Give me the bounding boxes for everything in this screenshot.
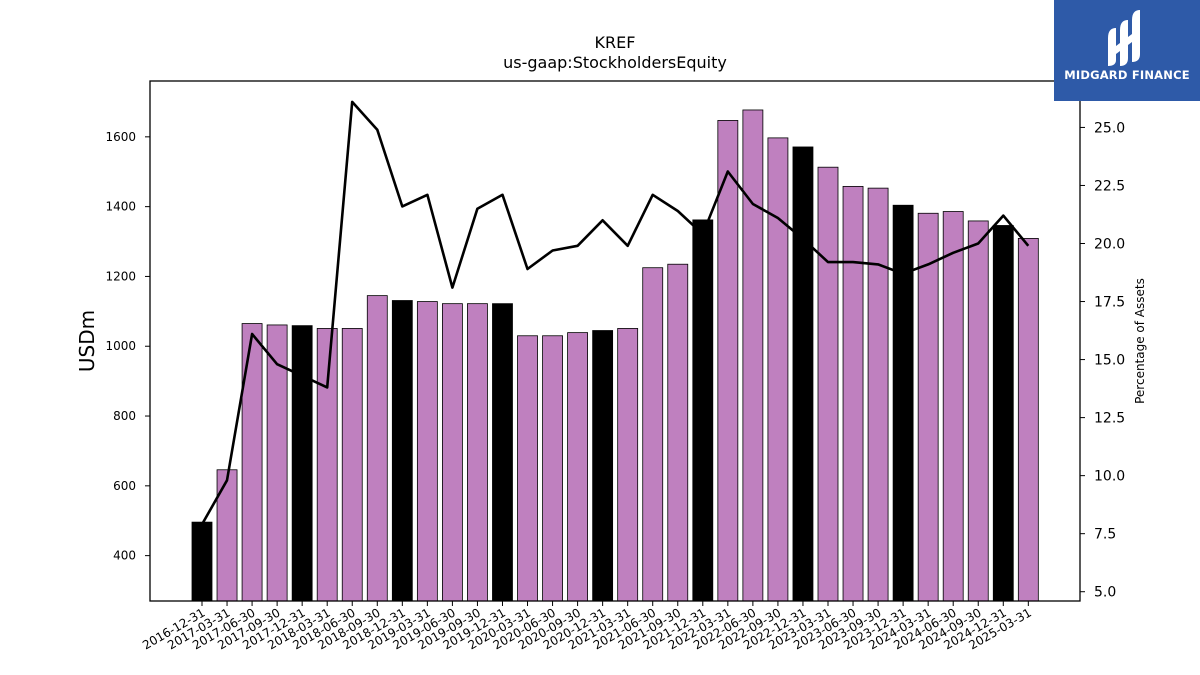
y-axis-left: 400 600 800 1000 1200 1400 1600 — [105, 130, 150, 563]
bar-2024-03-31 — [917, 212, 939, 602]
bar-2020-06-30 — [542, 335, 563, 602]
line-series — [200, 100, 1030, 526]
bar-2018-12-31 — [391, 300, 413, 602]
midgard-logo-icon — [1108, 10, 1140, 66]
bar-2018-03-31 — [316, 328, 338, 602]
bar-2021-03-31 — [617, 328, 639, 602]
y-tick-label-1400: 1400 — [105, 200, 136, 214]
bar-2019-12-31 — [492, 303, 513, 602]
y-axis-left-label: USDm — [75, 310, 99, 372]
y-axis-right-label: Percentage of Assets — [1133, 278, 1147, 404]
y-tick-label-400: 400 — [113, 549, 136, 563]
bar-2020-09-30 — [567, 332, 588, 602]
bar-2024-12-31 — [992, 225, 1014, 602]
bar-2023-06-30 — [842, 185, 864, 602]
bar-2021-12-31 — [692, 219, 714, 602]
chart-subtitle: us-gaap:StockholdersEquity — [503, 53, 727, 72]
bar-2017-06-30 — [241, 323, 263, 602]
bar-2025-03-31 — [1017, 237, 1039, 602]
y-right-tick-label-5.0: 5.0 — [1094, 585, 1116, 601]
bar-series — [191, 109, 1039, 602]
y-tick-label-1000: 1000 — [105, 339, 136, 353]
chart-title: KREF — [595, 33, 636, 52]
bar-2024-06-30 — [942, 211, 964, 602]
y-tick-label-600: 600 — [113, 479, 136, 493]
y-right-tick-label-17.5: 17.5 — [1094, 295, 1125, 311]
y-tick-label-1200: 1200 — [105, 269, 136, 283]
y-right-tick-label-15.0: 15.0 — [1094, 353, 1125, 369]
y-right-tick-label-7.5: 7.5 — [1094, 527, 1116, 543]
bar-2021-06-30 — [642, 267, 664, 602]
bar-2022-12-31 — [792, 146, 814, 602]
y-right-tick-label-20.0: 20.0 — [1094, 237, 1125, 253]
bar-2023-09-30 — [867, 187, 889, 602]
y-right-tick-label-22.5: 22.5 — [1094, 178, 1125, 194]
bar-2017-03-31 — [216, 469, 238, 602]
bar-2018-06-30 — [341, 328, 363, 602]
bar-2020-12-31 — [592, 330, 614, 602]
bar-2022-06-30 — [742, 109, 764, 602]
y-axis-right: 5.0 7.5 10.0 12.5 15.0 17.5 20.0 22.5 25.0 — [1080, 120, 1125, 601]
bar-2021-09-30 — [667, 263, 689, 602]
bar-2023-12-31 — [892, 204, 914, 602]
bar-2023-03-31 — [817, 166, 839, 602]
bar-2019-03-31 — [416, 301, 438, 602]
x-axis: 2016-12-312017-03-312017-06-302017-09-30… — [140, 601, 1034, 652]
midgard-finance-logo: MIDGARD FINANCE — [1054, 0, 1200, 101]
y-right-tick-label-10.0: 10.0 — [1094, 469, 1125, 485]
y-tick-label-800: 800 — [113, 409, 136, 423]
logo-text: MIDGARD FINANCE — [1064, 68, 1190, 82]
y-right-tick-label-12.5: 12.5 — [1094, 411, 1125, 427]
bar-2019-06-30 — [441, 303, 463, 602]
bar-2022-03-31 — [717, 120, 739, 602]
bar-2018-09-30 — [366, 295, 388, 602]
y-right-tick-label-25.0: 25.0 — [1094, 120, 1125, 136]
bar-2019-09-30 — [467, 303, 488, 602]
y-tick-label-1600: 1600 — [105, 130, 136, 144]
bar-2022-09-30 — [767, 137, 789, 602]
plot-frame — [149, 80, 1081, 602]
bar-2024-09-30 — [967, 220, 989, 602]
percentage-of-assets-line — [200, 100, 1030, 526]
bar-2016-12-31 — [191, 521, 213, 602]
bar-2017-12-31 — [291, 325, 313, 602]
bar-2020-03-31 — [517, 335, 538, 602]
